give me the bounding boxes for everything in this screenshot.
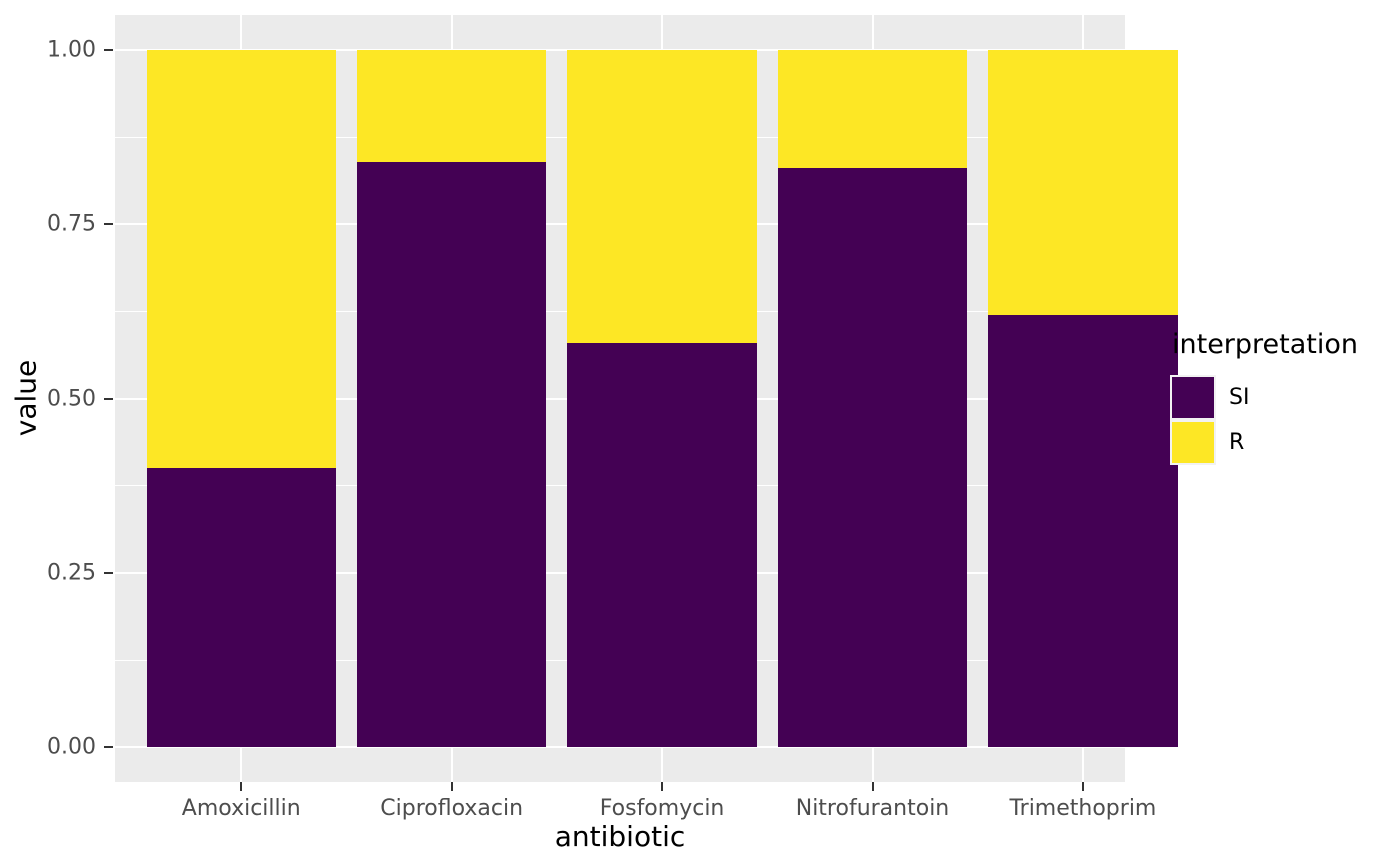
x-tick-label: Trimethoprim: [1009, 796, 1157, 821]
x-tick-mark: [450, 782, 453, 791]
gridline-y-major: [115, 48, 1125, 51]
y-tick-mark: [104, 397, 113, 400]
legend-label: R: [1229, 430, 1245, 455]
legend-title: interpretation: [1172, 329, 1359, 360]
legend: interpretation SI R: [1170, 329, 1358, 465]
bar-segment-r: [988, 49, 1178, 315]
x-tick-mark: [1081, 782, 1084, 791]
x-tick-label: Amoxicillin: [181, 796, 301, 821]
x-tick-mark: [871, 782, 874, 791]
y-tick-label: 0.50: [47, 386, 96, 412]
bar-ciprofloxacin: [356, 49, 547, 748]
legend-label: SI: [1229, 385, 1250, 410]
legend-swatch-r: [1170, 420, 1216, 465]
bar-segment-si: [567, 342, 757, 748]
x-axis-title: antibiotic: [554, 820, 686, 853]
bar-fosfomycin: [567, 49, 757, 748]
y-tick-label: 0.75: [47, 211, 96, 237]
legend-swatch-si: [1170, 375, 1216, 420]
x-tick-label: Fosfomycin: [599, 796, 725, 821]
bar-segment-r: [567, 49, 757, 343]
y-axis: 0.00 0.25 0.50 0.75 1.00: [0, 15, 115, 782]
y-tick-mark: [104, 223, 113, 226]
bar-nitrofurantoin: [777, 49, 968, 748]
y-tick-label: 0.25: [47, 560, 96, 586]
bar-segment-r: [356, 49, 547, 162]
bar-segment-si: [356, 161, 547, 748]
y-axis-title: value: [9, 359, 43, 437]
x-tick-mark: [240, 782, 243, 791]
y-tick-mark: [104, 746, 113, 749]
bar-segment-r: [777, 49, 968, 169]
x-tick-label: Nitrofurantoin: [795, 796, 950, 821]
plot-panel: [115, 15, 1178, 782]
y-tick-mark: [104, 48, 113, 51]
bar-segment-si: [988, 314, 1178, 748]
bar-trimethoprim: [988, 49, 1178, 748]
y-tick-label: 0.00: [47, 734, 96, 760]
gridline-y-major: [115, 746, 1125, 749]
x-tick-mark: [661, 782, 664, 791]
legend-entry-r: R: [1170, 420, 1358, 465]
bar-segment-si: [777, 168, 968, 748]
y-tick-label: 1.00: [47, 37, 96, 63]
bar-segment-si: [146, 468, 336, 748]
y-tick-mark: [104, 572, 113, 575]
x-axis: Amoxicillin Ciprofloxacin Fosfomycin Nitrof…: [115, 782, 1156, 842]
bar-amoxicillin: [146, 49, 336, 748]
legend-entry-si: SI: [1170, 375, 1358, 420]
legend-entries: SI R: [1170, 375, 1358, 465]
x-tick-label: Ciprofloxacin: [380, 796, 524, 821]
bar-segment-r: [146, 49, 336, 469]
